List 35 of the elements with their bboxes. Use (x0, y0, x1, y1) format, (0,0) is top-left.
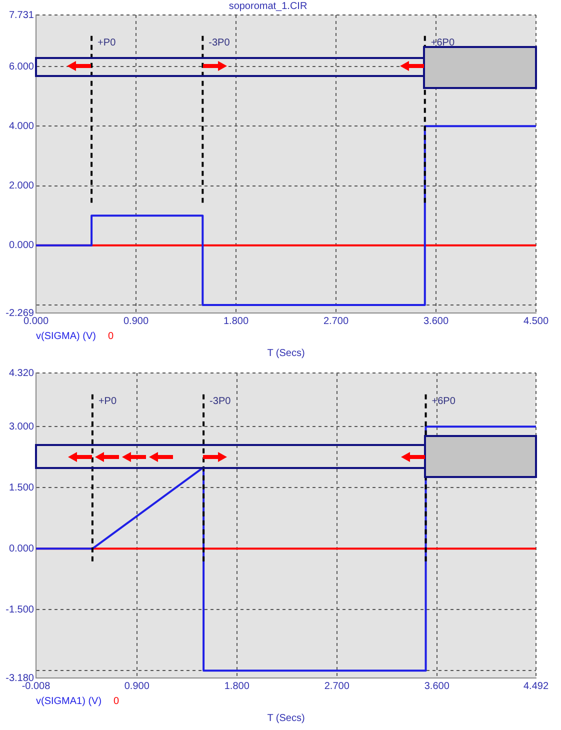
x-tick-label: 4.500 (523, 316, 549, 327)
text: v(SIGMA1) (V) (36, 696, 102, 707)
ref-line-label: +P0 (98, 38, 116, 49)
y-tick-label: 4.000 (8, 120, 34, 132)
y-tick-label: 7.731 (8, 10, 34, 21)
y-tick-label: 1.500 (8, 482, 34, 494)
text: 0 (108, 330, 114, 342)
ref-line-label: +P0 (98, 396, 117, 408)
y-tick-label: 0.000 (8, 240, 34, 252)
x-tick-label: 2.700 (324, 680, 350, 692)
x-tick-label: 0.900 (123, 316, 149, 327)
x-tick-label: 1.800 (223, 316, 249, 327)
x-tick-label: 2.700 (323, 316, 349, 327)
x-tick-label: 4.492 (523, 680, 549, 692)
text: 0 (114, 696, 120, 707)
y-tick-label: 6.000 (8, 61, 34, 72)
y-tick-label: -1.500 (6, 604, 34, 616)
y-tick-label: 4.320 (8, 368, 34, 379)
x-tick-label: -0.008 (22, 680, 51, 692)
y-tick-label: 0.000 (8, 543, 34, 554)
ref-line-label: -3P0 (210, 396, 232, 408)
x-axis-title: T (Secs) (267, 712, 305, 724)
text: v(SIGMA) (V) (36, 330, 96, 342)
ref-line-label: +6P0 (432, 396, 456, 408)
x-tick-label: 1.800 (224, 680, 250, 692)
y-tick-label: 3.000 (8, 421, 34, 432)
x-tick-label: 0.000 (23, 316, 49, 327)
chart-title: soporomat_1.CIR (228, 0, 308, 12)
x-tick-label: 0.900 (124, 680, 150, 692)
y-tick-label: 2.000 (8, 180, 34, 192)
x-axis-title: T (Secs) (267, 348, 305, 359)
ref-line-label: +6P0 (430, 38, 455, 49)
x-tick-label: 3.600 (423, 316, 449, 327)
x-tick-label: 3.600 (424, 680, 450, 692)
ref-line-label: -3P0 (208, 38, 230, 49)
